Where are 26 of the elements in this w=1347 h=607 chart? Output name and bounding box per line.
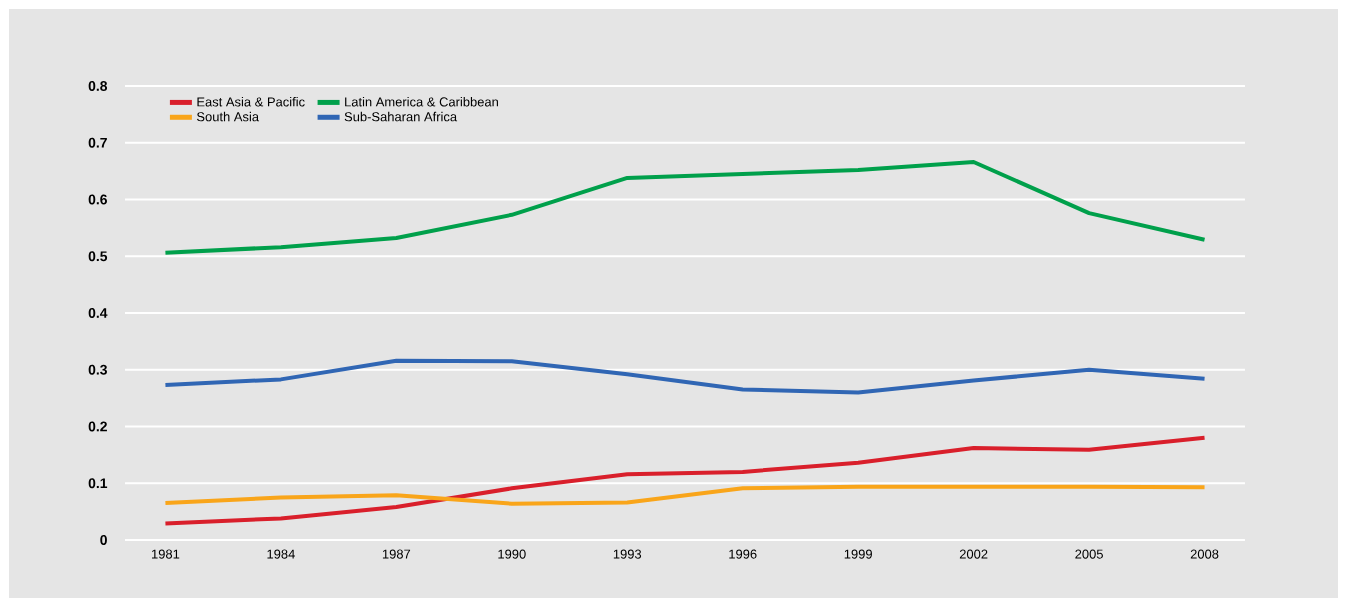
y-tick-label: 0.1 <box>88 478 108 489</box>
legend-label: Sub-Saharan Africa <box>344 111 458 122</box>
line-series <box>163 358 1207 395</box>
legend-label: Latin America & Caribbean <box>345 96 498 107</box>
y-tick-label: 0.3 <box>88 364 107 375</box>
legend-label: East Asia & Pacific <box>197 96 305 107</box>
x-tick-label: 1993 <box>613 549 642 559</box>
y-tick-label: 0.4 <box>88 308 108 318</box>
legend-label: South Asia <box>196 111 260 122</box>
line-series <box>163 435 1207 526</box>
x-tick-label: 2008 <box>1190 549 1219 559</box>
y-tick-label: 0.7 <box>88 137 107 148</box>
y-tick-label: 0.6 <box>88 194 107 205</box>
x-tick-label: 2005 <box>1075 549 1103 559</box>
line-series <box>163 160 1207 255</box>
x-tick-label: 1984 <box>267 549 295 559</box>
x-tick-label: 1996 <box>729 549 757 559</box>
x-tick-label: 1981 <box>152 549 180 559</box>
x-tick-label: 1990 <box>498 549 526 559</box>
x-tick-label: 1987 <box>382 549 411 559</box>
y-tick-label: 0 <box>100 535 107 545</box>
x-tick-label: 2002 <box>959 549 988 559</box>
x-tick-label: 1999 <box>844 549 872 559</box>
y-tick-label: 0.2 <box>88 421 107 432</box>
y-tick-label: 0.8 <box>88 81 108 91</box>
y-tick-label: 0.5 <box>88 251 108 262</box>
